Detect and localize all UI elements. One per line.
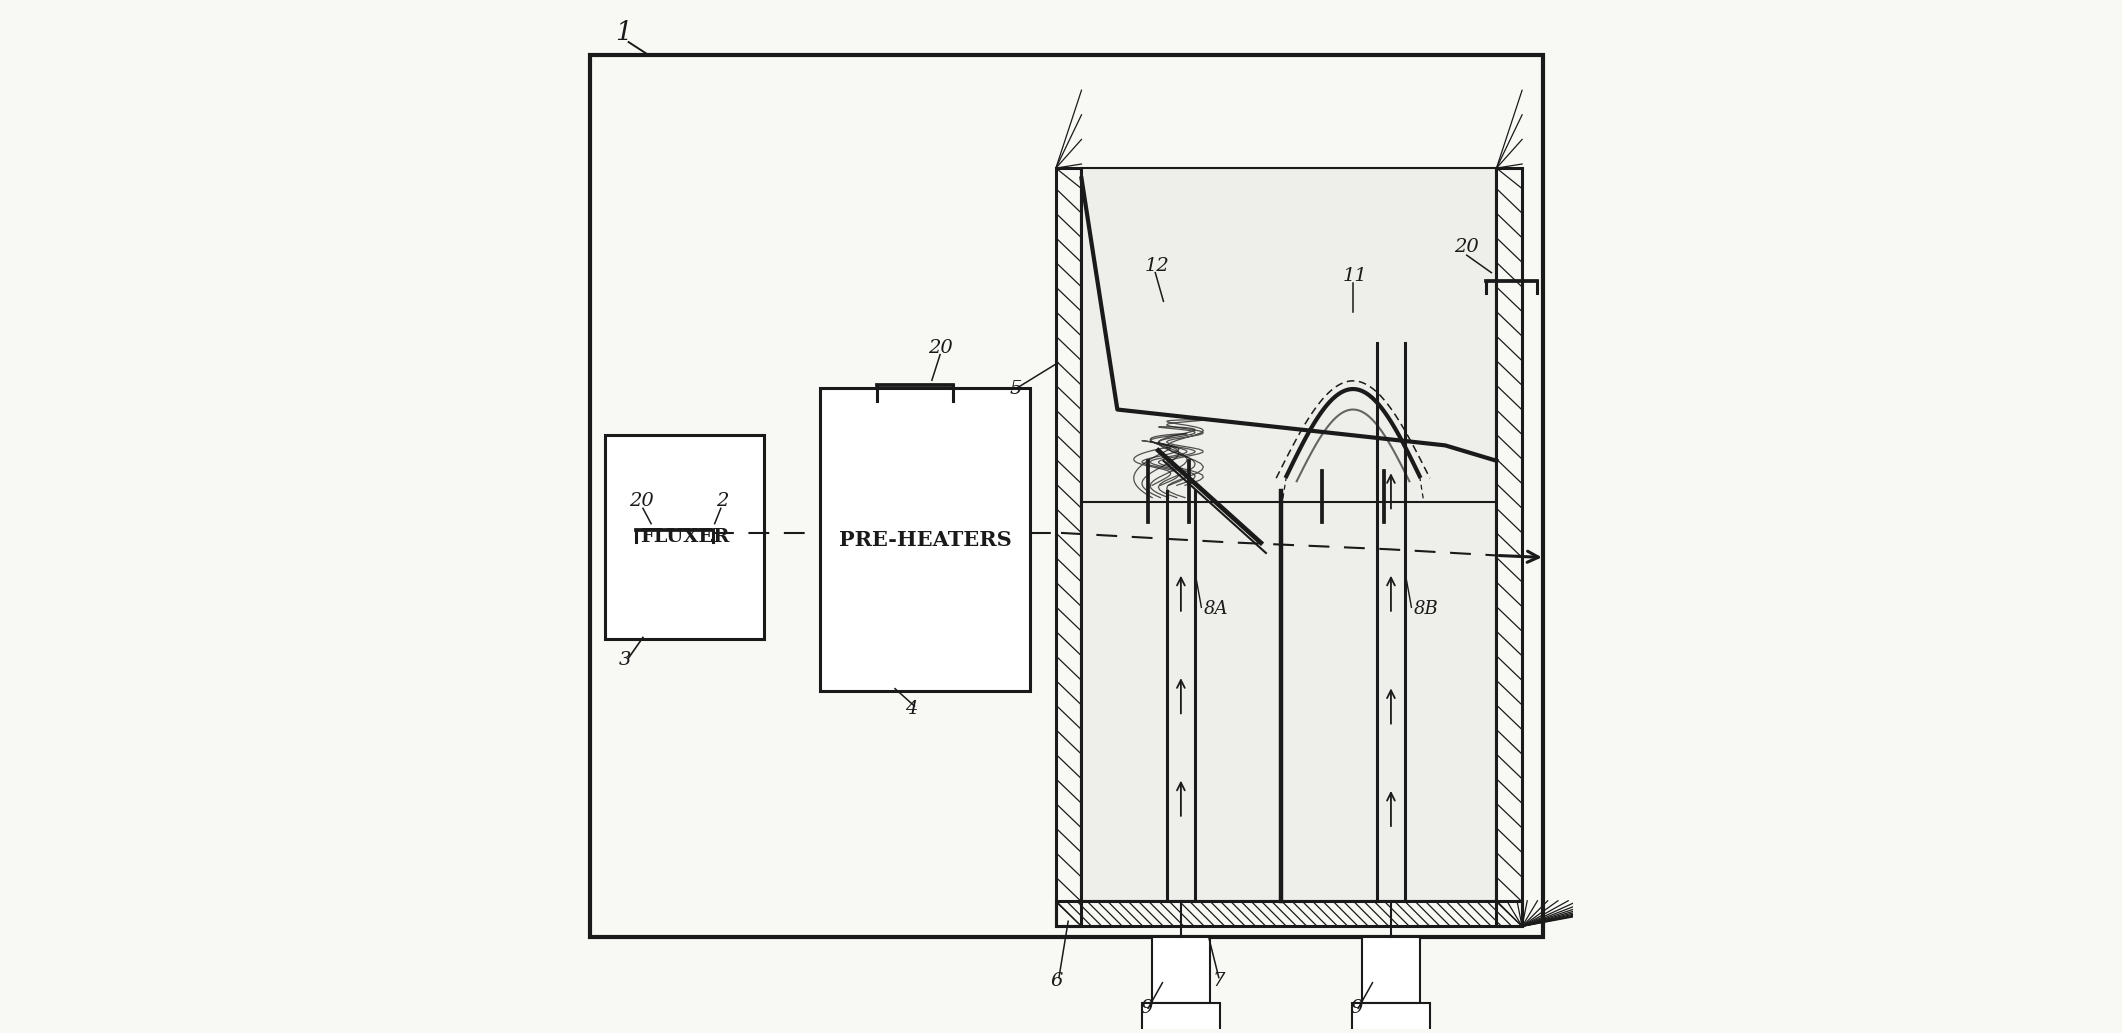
- Bar: [590, 56, 1543, 937]
- Text: 4: 4: [906, 700, 917, 718]
- Text: 2: 2: [715, 493, 728, 510]
- Bar: [1152, 937, 1210, 1003]
- Text: 1: 1: [615, 20, 632, 45]
- Text: 9: 9: [1140, 1000, 1152, 1018]
- Text: 6: 6: [1050, 972, 1063, 990]
- Text: PRE-HEATERS: PRE-HEATERS: [838, 530, 1012, 550]
- Text: 20: 20: [628, 493, 654, 510]
- Text: 12: 12: [1146, 256, 1169, 275]
- Bar: [1082, 168, 1496, 901]
- Bar: [821, 388, 1031, 691]
- Bar: [1362, 937, 1420, 1003]
- Text: 20: 20: [927, 339, 953, 356]
- Text: 7: 7: [1212, 972, 1224, 990]
- Bar: [1142, 1003, 1220, 1033]
- Bar: [1496, 168, 1521, 927]
- Text: 8B: 8B: [1413, 600, 1439, 619]
- Text: 5: 5: [1010, 379, 1023, 398]
- Bar: [1082, 168, 1496, 901]
- Text: 8A: 8A: [1203, 600, 1229, 619]
- Bar: [605, 435, 764, 639]
- Text: 11: 11: [1343, 267, 1367, 285]
- Bar: [1057, 901, 1521, 927]
- Bar: [1352, 1003, 1430, 1033]
- Bar: [1057, 168, 1082, 927]
- Text: 9: 9: [1350, 1000, 1362, 1018]
- Text: 20: 20: [1454, 239, 1479, 256]
- Text: 3: 3: [618, 651, 630, 669]
- Text: FLUXER: FLUXER: [639, 528, 730, 546]
